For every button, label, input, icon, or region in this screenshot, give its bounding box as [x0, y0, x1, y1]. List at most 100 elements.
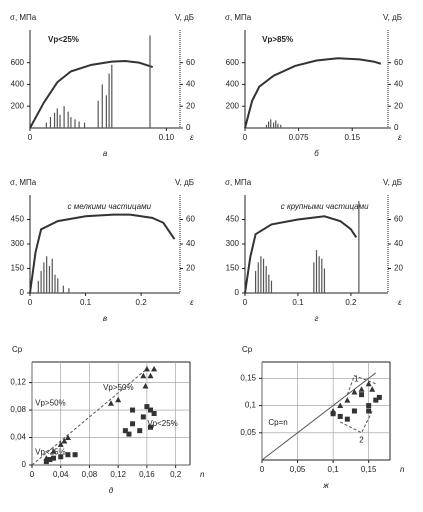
x-tick-label: 0	[243, 298, 248, 307]
annotation: Vp<25%	[48, 35, 79, 44]
curve	[29, 213, 176, 294]
annotation: 2	[359, 436, 364, 445]
x-tick-label: 0,15	[361, 465, 377, 474]
x-axis-label: ε	[190, 298, 194, 307]
square-point	[72, 452, 78, 458]
y-tick-label: 0,12	[10, 378, 26, 387]
ae-bar	[97, 100, 99, 128]
triangle-point	[142, 383, 149, 389]
x-axis-label: n	[400, 465, 405, 474]
x-axis-label: n	[200, 470, 205, 479]
x-tick-label: 0	[28, 298, 33, 307]
square-point	[373, 397, 379, 403]
square-point	[65, 452, 71, 458]
square-point	[337, 413, 343, 419]
triangle-point	[61, 437, 68, 444]
y-axis-label: σ, МПа	[225, 13, 252, 22]
y-axis-label: σ, МПа	[225, 178, 252, 187]
ae-bar	[62, 285, 64, 293]
ae-bar	[56, 108, 58, 128]
curve	[261, 372, 377, 461]
ae-bar	[83, 122, 86, 128]
x-tick-label: 0,1	[328, 465, 340, 474]
curve	[339, 410, 373, 434]
x-axis-label: ε	[398, 298, 402, 307]
annotation: Vp>50%	[35, 398, 65, 407]
ae-bar	[280, 124, 282, 128]
annotation: Cp=n	[268, 418, 287, 427]
ae-bar	[270, 119, 272, 128]
ae-bar	[149, 35, 151, 128]
annotation: Vp>50%	[103, 383, 133, 392]
ae-bar	[323, 268, 326, 293]
y2-tick-label: 60	[394, 215, 403, 224]
ae-bar	[273, 122, 275, 128]
triangle-point	[143, 365, 150, 372]
x-tick-label: 0	[30, 470, 35, 479]
triangle-point	[50, 448, 57, 454]
x-tick-label: 0,05	[290, 465, 306, 474]
x-tick-label: 0.1	[292, 298, 304, 307]
ae-bar	[270, 280, 273, 293]
x-tick-label: 0	[28, 133, 33, 142]
panel-label: г	[315, 314, 319, 323]
x-tick-label: 0.2	[136, 298, 148, 307]
triangle-point	[337, 402, 344, 409]
ae-bar	[74, 119, 76, 128]
panel-label: в	[103, 314, 107, 323]
ae-bar	[63, 106, 65, 128]
square-point	[51, 455, 57, 461]
y-axis-label: Cp	[242, 345, 253, 354]
y-axis-label: Cp	[12, 345, 23, 354]
y2-axis-label: V, дБ	[383, 13, 402, 22]
x-axis-label: ε	[398, 133, 402, 142]
triangle-point	[57, 441, 64, 447]
y-tick-label: 300	[11, 239, 25, 248]
panel-label: д	[109, 486, 114, 495]
square-point	[359, 392, 365, 398]
x-tick-label: 0,16	[139, 470, 155, 479]
square-point	[47, 457, 53, 463]
ae-bar	[59, 114, 61, 128]
ae-bar	[315, 250, 318, 293]
y-tick-label: 450	[11, 215, 25, 224]
ae-bar	[358, 201, 360, 293]
x-tick-label: 0,08	[82, 470, 98, 479]
y-tick-label: 400	[11, 80, 25, 89]
y-tick-label: 400	[226, 80, 240, 89]
y-tick-label: 0	[235, 288, 240, 297]
triangle-point	[358, 386, 365, 392]
triangle-point	[151, 365, 158, 372]
panel-label: б	[314, 149, 319, 158]
y2-tick-label: 60	[186, 215, 195, 224]
ae-bar	[101, 84, 103, 128]
triangle-point	[115, 396, 122, 403]
annotation: с крупными частицами	[281, 202, 369, 211]
y-tick-label: 150	[226, 264, 240, 273]
y-tick-label: 150	[11, 264, 25, 273]
ae-bar	[49, 117, 52, 128]
y2-tick-label: 40	[186, 239, 195, 248]
y2-tick-label: 20	[186, 101, 195, 110]
y2-tick-label: 0	[394, 123, 399, 132]
y-tick-label: 450	[226, 215, 240, 224]
triangle-point	[351, 388, 358, 395]
x-tick-label: 0,2	[170, 470, 182, 479]
x-tick-label: 0.2	[345, 298, 357, 307]
x-tick-label: 0.075	[289, 133, 310, 142]
square-point	[137, 428, 143, 434]
ae-bar	[265, 266, 267, 293]
square-point	[344, 416, 350, 422]
square-point	[140, 414, 146, 420]
x-tick-label: 0.15	[344, 133, 360, 142]
y2-tick-label: 0	[186, 123, 191, 132]
y2-axis-label: V, дБ	[175, 13, 194, 22]
x-tick-label: 0	[260, 465, 265, 474]
ae-bar	[262, 258, 265, 293]
y2-tick-label: 20	[394, 101, 403, 110]
ae-bar	[37, 280, 39, 293]
y2-tick-label: 20	[394, 264, 403, 273]
y-tick-label: 600	[226, 58, 240, 67]
y-tick-label: 0,08	[10, 405, 26, 414]
square-point	[58, 454, 64, 460]
